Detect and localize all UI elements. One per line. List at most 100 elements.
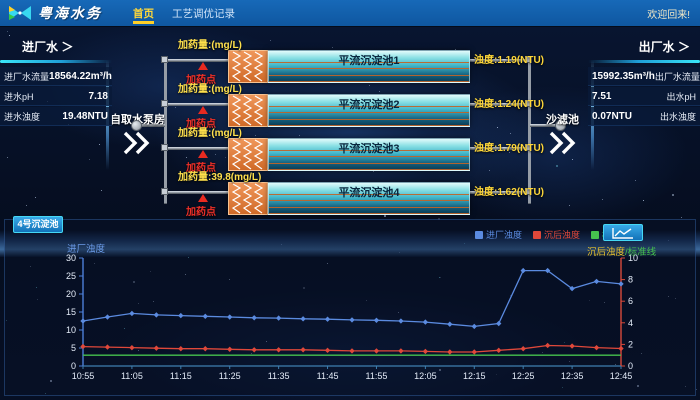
svg-text:11:35: 11:35 (268, 371, 290, 381)
brand-title: 粤海水务 (38, 6, 102, 22)
process-diagram: 自取水泵房 沙滤池 加药量:(mg/L) (0, 26, 700, 400)
section-divider-glow (0, 230, 700, 257)
panel-accent-line (588, 60, 700, 63)
svg-text:8: 8 (628, 275, 633, 285)
legend-swatch (591, 230, 600, 239)
svg-text:0: 0 (71, 361, 76, 371)
tank-lamella-lines (269, 183, 469, 214)
turbidity-badge: 浊度:1.62(NTU) (474, 187, 545, 198)
stat-row-outlet-turbidity: 0.07NTU 出水浊度 (588, 107, 700, 126)
svg-text:10:55: 10:55 (72, 371, 95, 381)
chevron-right-icon: ＞ (61, 40, 74, 54)
panel-accent-line (0, 60, 112, 63)
pipe-junction (161, 144, 168, 151)
dose-point-label: 加药点 (186, 207, 216, 218)
svg-text:15: 15 (66, 307, 76, 317)
static-mixer-icon (228, 182, 268, 215)
dose-arrow-icon (198, 194, 208, 202)
legend-item-inlet-turbidity[interactable]: 进厂浊度 (475, 228, 522, 241)
svg-text:2: 2 (628, 339, 633, 349)
welcome-text: 欢迎回来! (647, 9, 690, 21)
svg-text:11:15: 11:15 (170, 371, 192, 381)
main-scene: 进厂水 ＞ 进厂水流量 18564.22m³/h 进水pH 7.18 进水浊度 … (0, 26, 700, 400)
dose-point-label: 加药点 (186, 119, 216, 130)
chevron-right-icon: ＞ (677, 40, 690, 54)
pipe-junction (161, 56, 168, 63)
static-mixer-icon (228, 50, 268, 83)
dose-point-label: 加药点 (186, 75, 216, 86)
static-mixer-icon (228, 138, 268, 171)
nav-menu: 首页 工艺调优记录 (124, 0, 244, 26)
inlet-panel-header[interactable]: 进厂水 ＞ (22, 40, 74, 54)
svg-text:11:55: 11:55 (366, 371, 388, 381)
outlet-panel-header[interactable]: 出厂水 ＞ (638, 40, 690, 54)
stat-row-outlet-ph: 7.51 出水pH (588, 87, 700, 106)
treatment-row-3: 加药量:(mg/L) 加药点 平流沉淀池3 浊度:1.79(NTU) (161, 128, 544, 174)
pipe-junction (525, 188, 532, 195)
stat-row-inlet-ph: 进水pH 7.18 (0, 87, 112, 106)
pipe (166, 191, 228, 194)
outlet-water-panel: 出厂水 ＞ 15992.35m³/h 出厂水流量 7.51 出水pH 0.07N… (588, 36, 700, 127)
right-axis-title: 沉后浊度/标准线 (587, 247, 657, 258)
svg-text:0: 0 (628, 361, 633, 371)
stat-row-inlet-turbidity: 进水浊度 19.48NTU (0, 107, 112, 126)
tank-lamella-lines (269, 139, 469, 170)
chart-view-button[interactable] (603, 224, 643, 241)
inlet-water-panel: 进厂水 ＞ 进厂水流量 18564.22m³/h 进水pH 7.18 进水浊度 … (0, 36, 112, 127)
trend-chart-panel: 4号沉淀池 进厂浊度 沉后浊度 标准线 (4, 216, 696, 396)
dose-arrow-icon (198, 106, 208, 114)
pipe (166, 59, 228, 62)
stat-row-outlet-flow: 15992.35m³/h 出厂水流量 (588, 67, 700, 86)
svg-text:6: 6 (628, 296, 633, 306)
outlet-pipe (530, 124, 556, 127)
dose-point-label: 加药点 (186, 163, 216, 174)
nav-item-process-record[interactable]: 工艺调优记录 (172, 7, 235, 20)
dose-amount-label: 加药量:39.8(mg/L) (178, 172, 262, 183)
legend-item-settled-turbidity[interactable]: 沉后浊度 (533, 228, 580, 241)
tank-lamella-lines (269, 95, 469, 126)
svg-text:11:25: 11:25 (219, 371, 241, 381)
dose-arrow-icon (198, 62, 208, 70)
dose-arrow-icon (198, 150, 208, 158)
pipe (166, 103, 228, 106)
brand-logo-icon (9, 6, 31, 20)
stat-row-inlet-flow: 进厂水流量 18564.22m³/h (0, 67, 112, 86)
treatment-row-4: 加药量:39.8(mg/L) 加药点 平流沉淀池4 浊度:1.62(NTU) (161, 172, 544, 218)
nav-item-home[interactable]: 首页 (124, 0, 163, 26)
treatment-row-2: 加药量:(mg/L) 加药点 平流沉淀池2 浊度:1.24(NTU) (161, 84, 544, 130)
svg-text:12:25: 12:25 (512, 371, 535, 381)
sand-filter-label: 沙滤池 (546, 114, 579, 126)
sedimentation-tank-4[interactable]: 平流沉淀池4 (268, 182, 470, 215)
svg-text:12:05: 12:05 (414, 371, 437, 381)
sedimentation-tank-3[interactable]: 平流沉淀池3 (268, 138, 470, 171)
dose-amount-label: 加药量:(mg/L) (178, 40, 242, 51)
turbidity-badge: 浊度:1.79(NTU) (474, 143, 545, 154)
svg-text:10: 10 (628, 253, 638, 263)
dose-amount-label: 加药量:(mg/L) (178, 84, 242, 95)
distribution-pipe (164, 58, 167, 204)
flow-direction-icon (123, 131, 150, 155)
svg-text:11:05: 11:05 (121, 371, 143, 381)
sedimentation-tank-1[interactable]: 平流沉淀池1 (268, 50, 470, 83)
turbidity-badge: 浊度:1.19(NTU) (474, 55, 545, 66)
pipe-junction (161, 100, 168, 107)
tank-lamella-lines (269, 51, 469, 82)
pipe (470, 191, 530, 194)
svg-text:12:45: 12:45 (610, 371, 633, 381)
svg-text:12:35: 12:35 (561, 371, 584, 381)
svg-text:11:45: 11:45 (317, 371, 339, 381)
sedimentation-tank-2[interactable]: 平流沉淀池2 (268, 94, 470, 127)
svg-text:20: 20 (66, 289, 76, 299)
legend-swatch (475, 230, 483, 239)
dose-amount-label: 加药量:(mg/L) (178, 128, 242, 139)
turbidity-trend-chart[interactable]: 0 5 10 15 20 25 30 0 2 4 6 8 10 10:55 11:05 11:15 11:25 1… (51, 247, 671, 389)
pipe (166, 147, 228, 150)
svg-text:5: 5 (71, 343, 76, 353)
pipe (470, 147, 530, 150)
flow-direction-icon (549, 131, 576, 155)
svg-text:4: 4 (628, 318, 633, 328)
line-chart-icon (612, 227, 633, 239)
pipe-junction (525, 56, 532, 63)
tank4-tab[interactable]: 4号沉淀池 (13, 216, 63, 233)
